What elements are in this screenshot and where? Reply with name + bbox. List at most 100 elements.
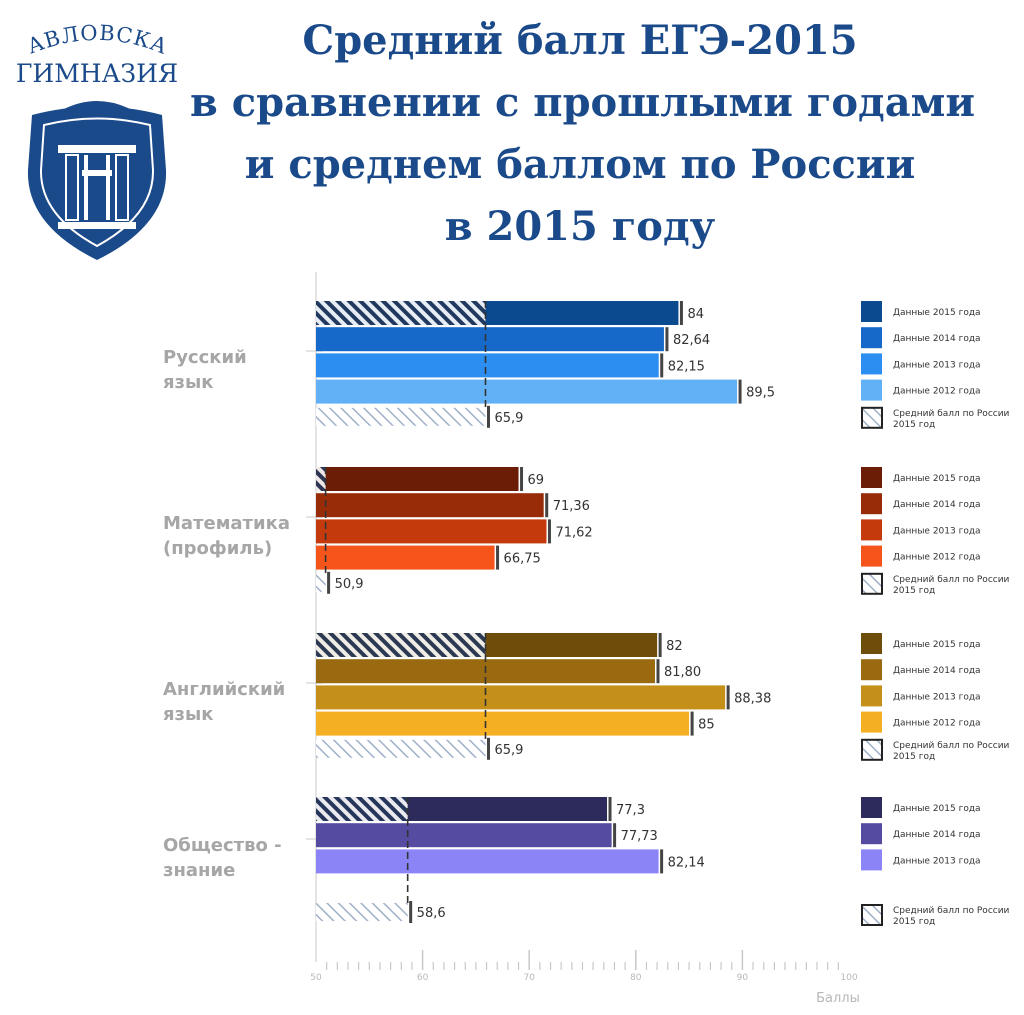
- x-axis-title: Баллы: [816, 991, 860, 1006]
- bar: [316, 493, 544, 518]
- legend-label-reference-line1: Средний балл по России: [893, 906, 1010, 916]
- bar-hatch-overlay: [316, 633, 486, 657]
- x-tick-label: 100: [840, 973, 857, 983]
- data-label: 82: [666, 639, 683, 654]
- gymnasium-logo: ПАВЛОВСКАЯ ГИМНАЗИЯ: [0, 10, 178, 260]
- bar: [316, 545, 495, 570]
- legend-swatch: [861, 685, 882, 707]
- category-label: язык: [163, 372, 214, 393]
- category-label: знание: [163, 860, 235, 881]
- bar: [316, 685, 726, 710]
- x-tick-label: 50: [310, 973, 322, 983]
- data-label: 88,38: [734, 691, 771, 706]
- data-label: 85: [698, 718, 715, 733]
- x-tick-label: 90: [737, 973, 749, 983]
- legend-label: Данные 2012 года: [893, 719, 981, 729]
- data-label: 71,36: [553, 499, 590, 514]
- legend-label-reference-line2: 2015 год: [893, 752, 935, 762]
- bar: [316, 353, 659, 378]
- data-label: 71,62: [555, 525, 592, 540]
- legend-label-reference-line2: 2015 год: [893, 420, 935, 430]
- legend-swatch: [861, 711, 882, 733]
- reference-bar: [316, 903, 408, 921]
- category-label: Английский: [163, 679, 285, 700]
- x-tick-label: 60: [417, 973, 429, 983]
- legend-swatch: [861, 467, 882, 488]
- bar: [316, 467, 519, 491]
- legend-label: Данные 2013 года: [893, 692, 981, 702]
- bar: [316, 849, 659, 874]
- title-line: и среднем баллом по России: [244, 141, 916, 188]
- legend-swatch-reference: [861, 572, 883, 595]
- legend-label: Данные 2014 года: [893, 830, 981, 840]
- data-label: 82,15: [668, 359, 705, 374]
- logo-text-bottom: ГИМНАЗИЯ: [16, 59, 178, 88]
- category-label: Математика: [163, 513, 290, 534]
- title-line: Средний балл ЕГЭ-2015: [302, 17, 858, 64]
- reference-bar: [316, 573, 326, 592]
- legend-label: Данные 2015 года: [893, 474, 981, 484]
- legend-swatch: [861, 659, 882, 681]
- legend-swatch: [861, 327, 882, 349]
- data-label: 82,64: [673, 333, 710, 348]
- legend-label: Данные 2013 года: [893, 526, 981, 536]
- legend-label: Данные 2014 года: [893, 666, 981, 676]
- data-label: 82,14: [668, 855, 705, 870]
- data-label: 77,73: [621, 829, 658, 844]
- legend-swatch: [861, 493, 882, 515]
- reference-label: 65,9: [494, 411, 523, 426]
- bar: [316, 519, 547, 544]
- legend-swatch: [861, 301, 882, 322]
- legend-label-reference-line1: Средний балл по России: [893, 409, 1010, 419]
- data-label: 89,5: [746, 386, 775, 401]
- legend-swatch: [861, 379, 882, 401]
- legend-label: Данные 2014 года: [893, 334, 981, 344]
- bar-hatch-overlay: [316, 301, 486, 325]
- data-label: 81,80: [664, 665, 701, 680]
- legend-label: Данные 2015 года: [893, 804, 981, 814]
- bar-hatch-overlay: [316, 797, 408, 821]
- legend-label: Данные 2014 года: [893, 500, 981, 510]
- data-label: 84: [687, 307, 704, 322]
- legend-label-reference-line2: 2015 год: [893, 917, 935, 927]
- legend-label-reference-line2: 2015 год: [893, 586, 935, 596]
- data-label: 66,75: [504, 552, 541, 567]
- title-line: в 2015 году: [444, 203, 716, 250]
- bar: [316, 711, 690, 736]
- x-tick-label: 70: [523, 973, 535, 983]
- legend-label-reference-line1: Средний балл по России: [893, 741, 1010, 751]
- title-line: в сравнении с прошлыми годами: [190, 79, 976, 126]
- legend-label: Данные 2013 года: [893, 360, 981, 370]
- bar-hatch-overlay: [316, 467, 326, 491]
- legend-swatch: [861, 545, 882, 567]
- category-label: (профиль): [163, 538, 272, 559]
- legend-swatch: [861, 633, 882, 654]
- reference-bar: [316, 407, 486, 426]
- reference-label: 58,6: [417, 906, 446, 921]
- data-label: 77,3: [616, 803, 645, 818]
- legend-swatch-reference: [861, 904, 883, 926]
- bar: [316, 327, 664, 352]
- reference-label: 65,9: [494, 743, 523, 758]
- legend-swatch: [861, 849, 882, 871]
- legend-swatch: [861, 353, 882, 375]
- bar: [316, 823, 612, 848]
- legend-label: Данные 2012 года: [893, 387, 981, 397]
- legend-label: Данные 2015 года: [893, 640, 981, 650]
- bar: [316, 379, 738, 404]
- legend-swatch: [861, 823, 882, 845]
- legend-swatch: [861, 519, 882, 541]
- category-label: Общество -: [163, 835, 282, 856]
- data-label: 69: [528, 473, 545, 488]
- reference-label: 50,9: [335, 577, 364, 592]
- category-label: язык: [163, 704, 214, 725]
- reference-bar: [316, 739, 486, 758]
- legend-label: Данные 2013 года: [893, 856, 981, 866]
- page-title: Средний балл ЕГЭ-2015 в сравнении с прошл…: [190, 10, 976, 258]
- x-tick-label: 80: [630, 973, 642, 983]
- legend-label: Данные 2015 года: [893, 308, 981, 318]
- legend-label: Данные 2012 года: [893, 553, 981, 563]
- legend-swatch-reference: [861, 738, 883, 761]
- category-label: Русский: [163, 347, 247, 368]
